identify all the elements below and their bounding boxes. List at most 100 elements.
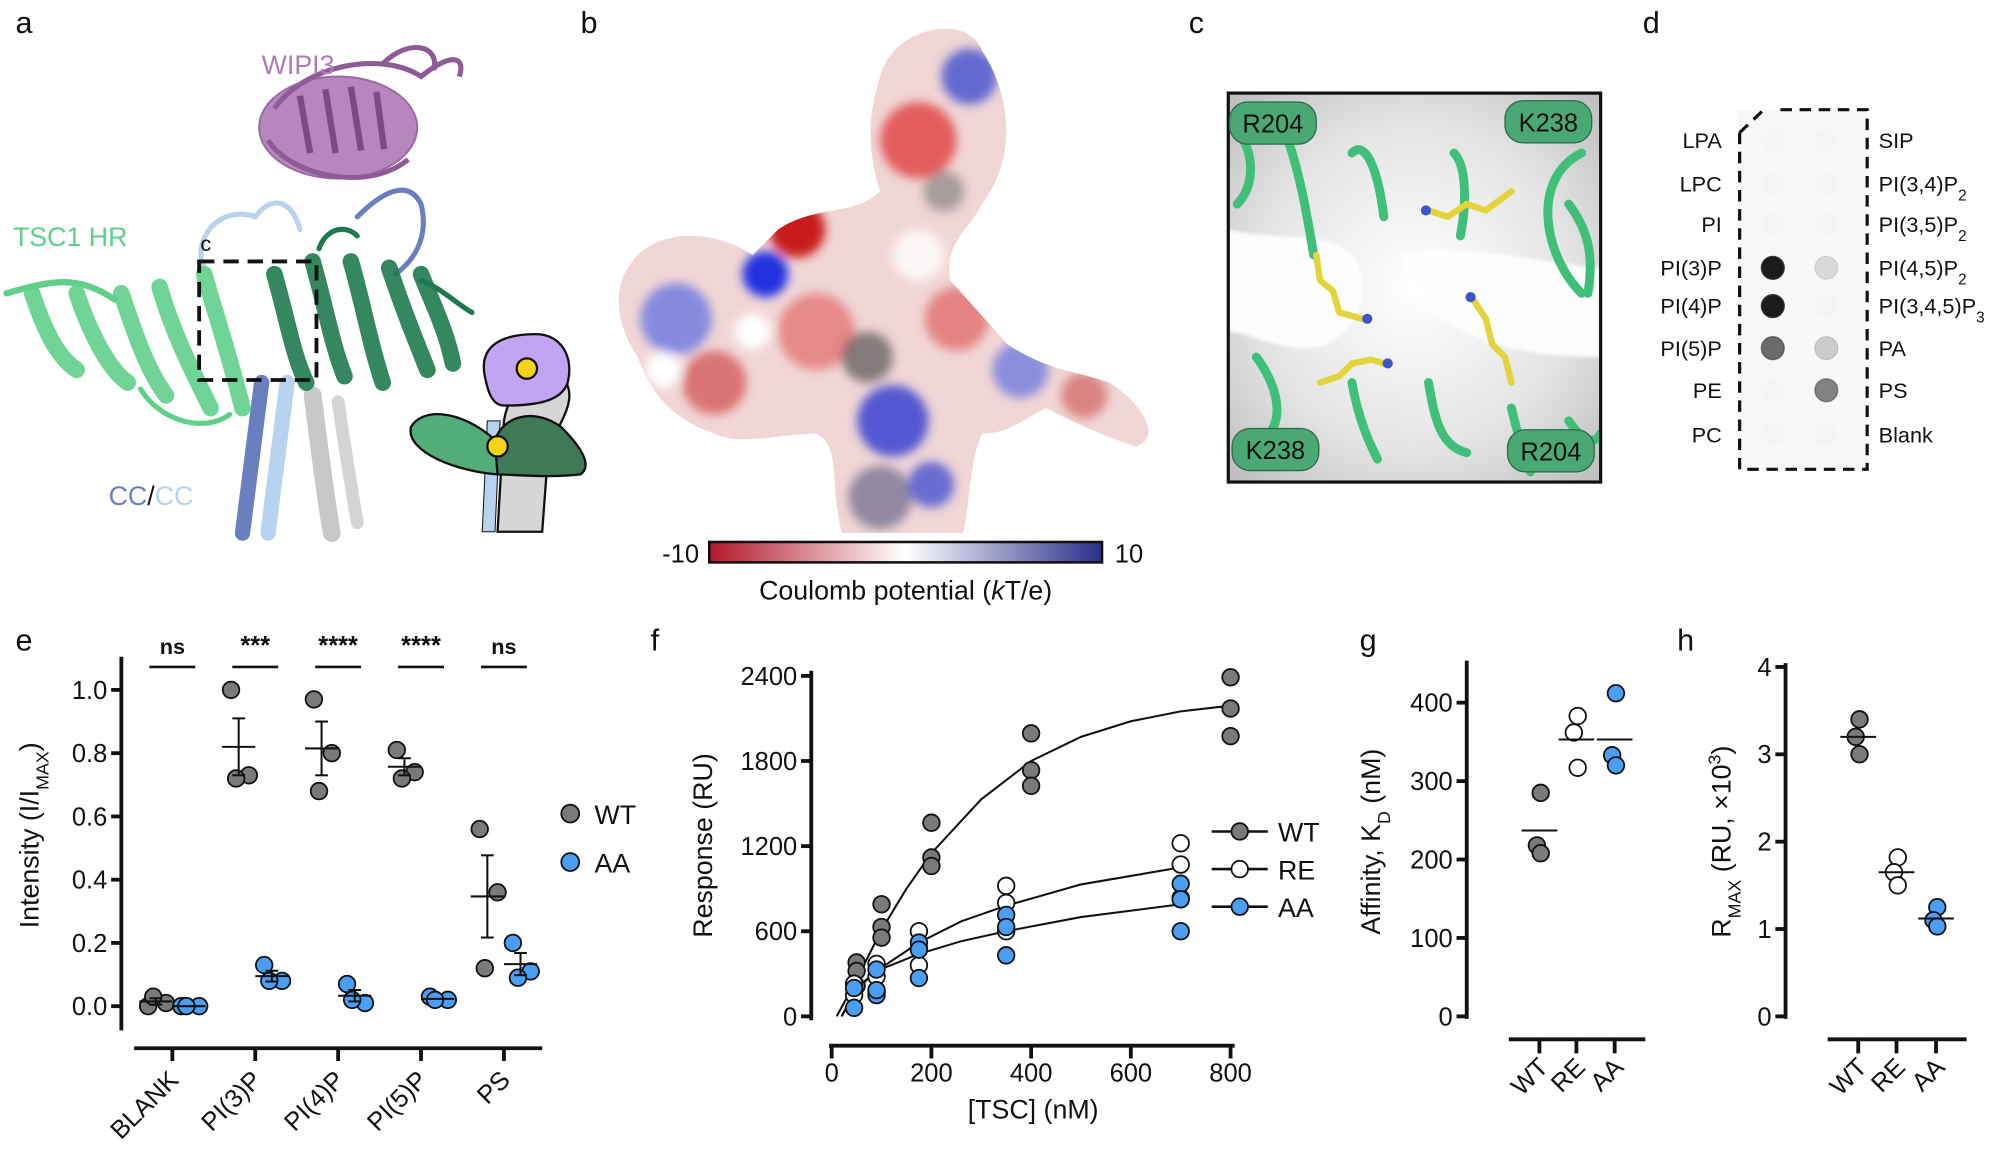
data-point-wt xyxy=(144,987,163,1006)
lipid-label-left: PI(3)P xyxy=(1660,255,1721,280)
data-point-wt xyxy=(1221,726,1240,746)
panel-label-d: d xyxy=(1643,6,1660,40)
data-point-aa xyxy=(1606,756,1626,775)
x-tick-label: AA xyxy=(1585,1053,1629,1097)
y-axis-label-sub: MAX xyxy=(1725,880,1745,919)
lipid-spot xyxy=(1814,128,1838,152)
x-tick-label: 400 xyxy=(1010,1059,1053,1087)
lipid-label-subscript: 3 xyxy=(1976,309,1985,326)
x-tick-label: BLANK xyxy=(105,1066,184,1145)
y-axis-label: Intensity (I/IMAX) xyxy=(14,742,52,928)
colorbar-title-k: k xyxy=(991,575,1006,605)
y-tick-label: 0.8 xyxy=(72,740,107,768)
y-axis-label-mid: (RU, ×10 xyxy=(1707,764,1737,879)
y-tick-label: 1.0 xyxy=(72,677,107,705)
lipid-label-left: PI(4)P xyxy=(1660,294,1721,319)
panel-label-g: g xyxy=(1360,623,1377,657)
data-point-aa xyxy=(1606,684,1626,703)
data-point-aa xyxy=(342,990,362,1010)
schematic-dot-icon xyxy=(515,357,539,380)
panel-label-e: e xyxy=(16,623,33,657)
y-tick-label: 0.2 xyxy=(72,930,107,958)
lipid-label-subscript: 2 xyxy=(1958,187,1967,204)
data-point-re xyxy=(1564,723,1584,742)
y-tick-label: 0.4 xyxy=(72,867,107,895)
data-point-aa xyxy=(844,978,864,998)
lipid-spot xyxy=(1761,128,1785,152)
y-axis-label: Response (RU) xyxy=(688,753,718,937)
x-tick-label: 0 xyxy=(825,1059,839,1087)
legend-label: RE xyxy=(1278,855,1315,885)
colorbar-min-label: -10 xyxy=(662,540,699,568)
lipid-label-subscript: 2 xyxy=(1958,228,1967,245)
panel-c-closeup: R204 K238 K238 R204 xyxy=(1226,91,1603,484)
data-point-aa xyxy=(997,946,1016,965)
complex-schematic xyxy=(409,332,587,533)
lipid-label-text: SIP xyxy=(1879,128,1914,153)
colorbar xyxy=(707,540,1104,564)
y-axis-label-end: ) xyxy=(14,742,44,751)
lipid-label-subscript: 2 xyxy=(1958,271,1967,288)
data-point-wt xyxy=(470,819,489,839)
legend-marker-aa xyxy=(560,852,581,872)
panel-b-surface: -10 10 Coulomb potential (kT/e) xyxy=(618,28,1149,605)
lipid-label-right: SIP xyxy=(1879,128,1914,153)
significance-label: ns xyxy=(491,634,516,659)
significance-label: *** xyxy=(240,632,270,660)
legend-label: WT xyxy=(1278,818,1320,848)
data-point-wt xyxy=(226,769,246,788)
data-point-wt xyxy=(1221,699,1240,718)
residue-label-text: K238 xyxy=(1519,109,1579,137)
data-point-aa xyxy=(1171,890,1190,909)
data-point-wt xyxy=(221,680,241,700)
x-tick-label: PI(3)P xyxy=(196,1066,267,1137)
y-tick-label: 0 xyxy=(1757,1003,1771,1031)
y-tick-label: 300 xyxy=(1410,768,1453,796)
lipid-spot xyxy=(1760,293,1785,319)
y-axis-label-sub: D xyxy=(1374,811,1394,824)
lipid-spot xyxy=(1761,378,1785,402)
cc-light-label: CC xyxy=(155,481,194,511)
lipid-spot xyxy=(1760,255,1785,280)
data-point-re xyxy=(1568,758,1587,777)
lipid-label-left: PI xyxy=(1701,212,1721,237)
lipid-label-left: PI(5)P xyxy=(1660,336,1721,361)
data-point-re xyxy=(1888,848,1907,867)
panel-a-structure: c WIPI3 TSC1 HR CC/CC xyxy=(3,45,587,542)
legend-marker-aa xyxy=(1230,897,1249,916)
data-point-wt xyxy=(922,813,941,832)
y-tick-label: 2400 xyxy=(741,663,798,691)
lipid-label-right: PS xyxy=(1879,378,1908,403)
residue-label-text: R204 xyxy=(1242,111,1303,139)
data-point-wt xyxy=(309,781,329,801)
tsc1-hr-label: TSC1 HR xyxy=(13,222,128,252)
x-tick-label: PI(4)P xyxy=(279,1066,350,1137)
y-axis-label-end: (nM) xyxy=(1356,749,1386,811)
data-point-aa xyxy=(844,998,864,1018)
lipid-label-right: Blank xyxy=(1879,423,1933,448)
data-point-wt xyxy=(488,883,507,902)
y-tick-label: 3 xyxy=(1757,741,1771,769)
legend-label: AA xyxy=(594,848,630,878)
y-axis-label-sup: 3 xyxy=(1705,754,1725,764)
y-tick-label: 200 xyxy=(1410,846,1453,874)
lipid-spot xyxy=(1814,255,1839,280)
lipid-spot xyxy=(1761,212,1785,236)
data-point-wt xyxy=(872,928,891,947)
x-tick-label: PI(5)P xyxy=(362,1066,433,1137)
y-tick-label: 100 xyxy=(1410,925,1453,953)
colorbar-title-post: T/e) xyxy=(1005,575,1053,605)
data-point-aa xyxy=(1171,874,1190,893)
y-tick-label: 0 xyxy=(1439,1003,1453,1031)
residue-label-text: R204 xyxy=(1520,438,1581,466)
lipid-spot xyxy=(1814,378,1839,403)
residue-label-r204-top: R204 xyxy=(1228,101,1317,145)
y-tick-label: 1 xyxy=(1757,916,1771,944)
significance-label: ns xyxy=(160,634,185,659)
chart-f: 0 600 1200 1800 2400 0 200 400 600 800 [TSC] (nM) R… xyxy=(688,663,1320,1125)
cc-label: CC/CC xyxy=(109,481,194,511)
legend-marker-wt xyxy=(1230,822,1249,841)
